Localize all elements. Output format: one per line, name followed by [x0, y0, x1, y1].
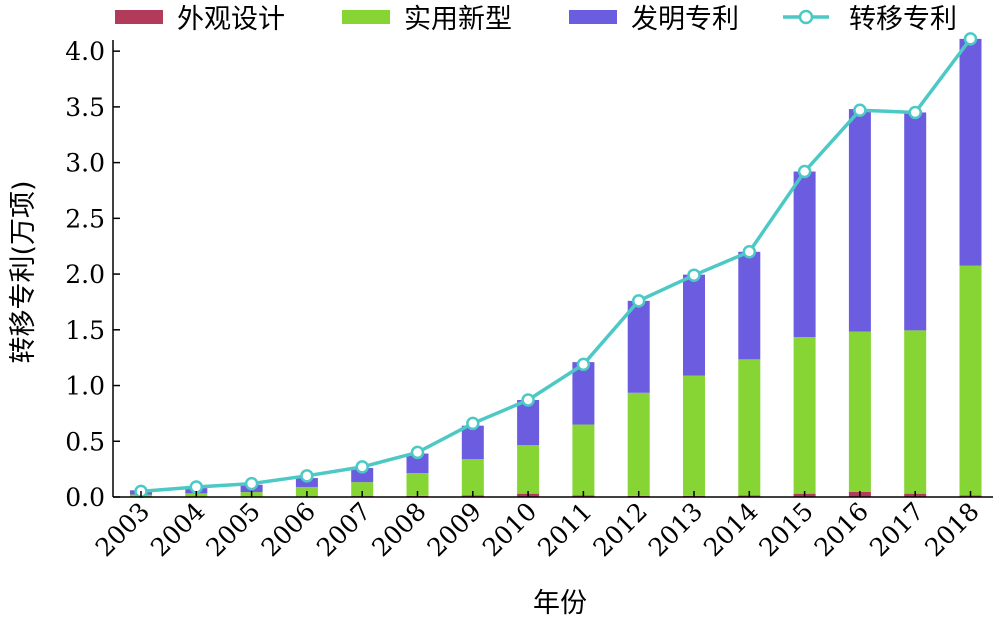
legend-label-2: 实用新型: [404, 4, 512, 35]
bar-3-2017: [904, 112, 927, 331]
line-point-2009: [466, 416, 480, 431]
line-point-2011: [576, 357, 591, 372]
line-point-2006: [300, 469, 314, 483]
legend-swatch-marker: [798, 9, 814, 25]
x-tick-label: 2011: [532, 497, 597, 562]
bar-3-2008: [406, 453, 429, 474]
line-point-2017: [908, 105, 922, 120]
x-tick-label: 2009: [422, 497, 487, 562]
y-axis-title: 转移专利(万项): [8, 180, 39, 363]
bar-2-2017: [904, 330, 927, 494]
bar-2-2007: [351, 482, 374, 497]
line-point-2018: [963, 32, 978, 46]
bar-2-2011: [572, 424, 595, 496]
x-tick-label: 2012: [587, 497, 652, 562]
x-tick-label: 2008: [366, 497, 431, 562]
line-point-2015: [797, 164, 812, 179]
y-tick-label: 0.5: [65, 427, 105, 456]
x-tick-label: 2015: [753, 497, 818, 562]
bar-3-2007: [351, 468, 374, 483]
x-tick-label: 2016: [809, 497, 874, 562]
bar-2-2018: [959, 265, 982, 496]
x-tick-label: 2013: [643, 497, 708, 562]
legend-swatch-3: [569, 10, 617, 24]
line-point-2008: [410, 445, 425, 460]
bar-2-2012: [627, 392, 650, 496]
bar-3-2014: [738, 251, 761, 360]
bar-2-2016: [848, 331, 871, 492]
y-tick-label: 1.0: [65, 372, 105, 401]
y-tick-label: 0.0: [65, 483, 105, 512]
line-point-2005: [244, 476, 259, 491]
bar-2-2014: [738, 359, 761, 496]
legend-label-1: 外观设计: [177, 4, 285, 35]
line-point-2014: [742, 245, 757, 259]
x-tick-label: 2017: [864, 497, 929, 562]
bar-3-2010: [517, 400, 540, 446]
x-tick-label: 2018: [919, 497, 984, 562]
bar-2-2008: [406, 473, 429, 496]
bar-2-2010: [517, 445, 540, 494]
x-tick-label: 2010: [477, 497, 542, 562]
x-axis-title: 年份: [533, 588, 587, 619]
line-point-2004: [189, 480, 204, 494]
plot-area: [130, 32, 982, 499]
y-tick-label: 2.0: [65, 260, 105, 289]
line-point-2016: [853, 103, 867, 117]
legend: 外观设计 实用新型 发明专利 转移专利: [115, 4, 957, 35]
y-tick-label: 1.5: [65, 316, 105, 345]
y-tick-label: 3.5: [65, 93, 105, 122]
bar-3-2011: [572, 362, 595, 425]
bar-2-2015: [793, 337, 816, 494]
line-series: [140, 37, 972, 494]
bar-2-2009: [461, 459, 484, 496]
bar-3-2016: [848, 109, 871, 332]
bar-3-2015: [793, 171, 816, 338]
line-point-2010: [521, 393, 535, 407]
x-tick-label: 2005: [200, 497, 265, 562]
x-tick-label: 2014: [698, 497, 763, 562]
line-point-2012: [631, 294, 646, 308]
bar-2-2013: [683, 375, 705, 496]
y-tick-label: 3.0: [65, 149, 105, 178]
bar-3-2009: [461, 425, 484, 460]
bar-3-2018: [959, 38, 982, 266]
x-tick-label: 2004: [145, 497, 210, 562]
y-tick-label: 4.0: [65, 37, 105, 66]
bar-3-2012: [627, 300, 650, 393]
legend-swatch-1: [115, 10, 163, 24]
legend-label-3: 发明专利: [631, 4, 739, 35]
line-point-2013: [687, 268, 701, 282]
x-tick-label: 2007: [311, 497, 376, 562]
y-tick-label: 2.5: [65, 204, 105, 233]
line-point-2007: [355, 460, 369, 474]
bar-3-2013: [683, 274, 705, 376]
legend-label-4: 转移专利: [849, 4, 957, 35]
x-tick-label: 2006: [256, 497, 321, 562]
legend-swatch-2: [342, 10, 390, 24]
